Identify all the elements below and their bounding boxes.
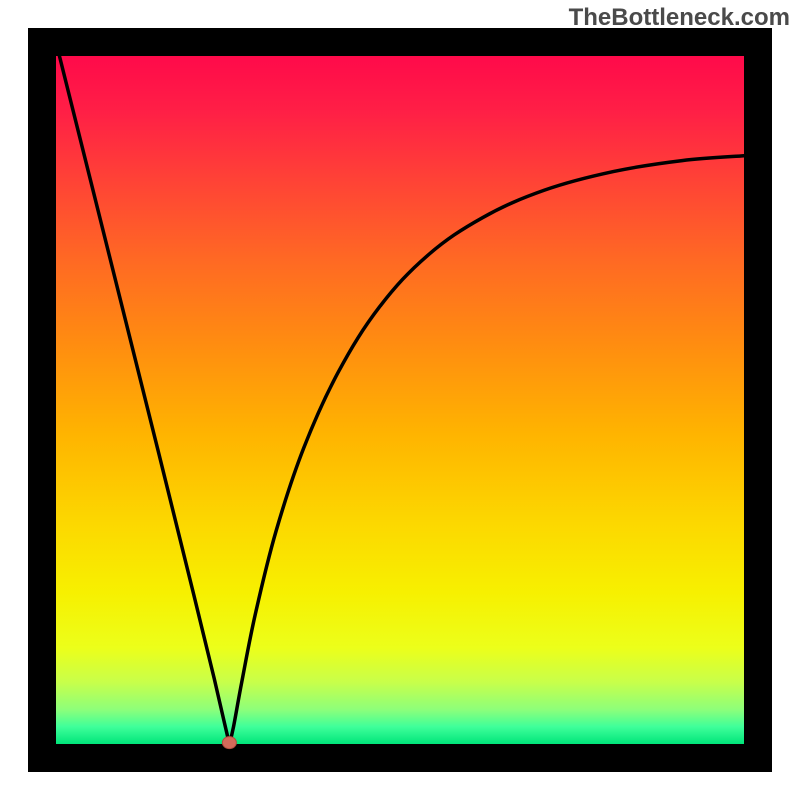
minimum-marker (222, 737, 236, 749)
bottleneck-chart (0, 0, 800, 800)
plot-background (56, 56, 744, 744)
chart-container: TheBottleneck.com (0, 0, 800, 800)
watermark-text: TheBottleneck.com (569, 4, 790, 32)
